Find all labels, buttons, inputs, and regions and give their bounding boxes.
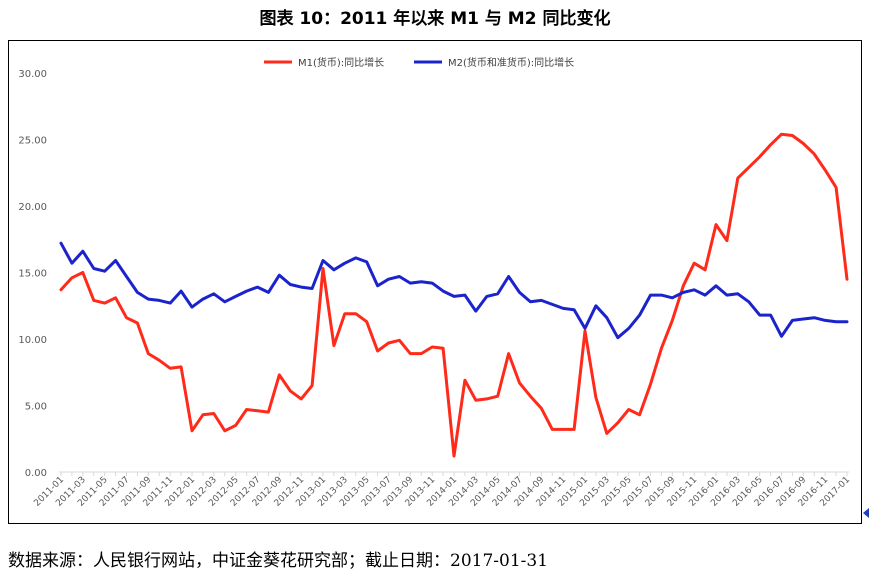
y-tick-label: 20.00 — [18, 202, 47, 213]
series-line-m2 — [59, 241, 849, 340]
source-note: 数据来源：人民银行网站，中证金葵花研究部；截止日期：2017-01-31 — [8, 551, 549, 571]
y-tick-label: 30.00 — [18, 69, 47, 80]
legend-label-m2: M2(货币和准货币):同比增长 — [448, 56, 574, 69]
chart-frame: M1(货币):同比增长 M2(货币和准货币):同比增长 0.00 5.00 10.00… — [8, 40, 862, 524]
legend-label-m1: M1(货币):同比增长 — [298, 56, 384, 69]
y-axis: 0.00 5.00 10.00 15.00 20.00 25.00 30.00 — [18, 69, 47, 479]
line-chart: M1(货币):同比增长 M2(货币和准货币):同比增长 0.00 5.00 10.00… — [18, 56, 852, 509]
y-tick-label: 10.00 — [18, 335, 47, 346]
x-axis: 2011-012011-032011-052011-072011-092011-… — [32, 471, 852, 509]
chart-legend: M1(货币):同比增长 M2(货币和准货币):同比增长 — [264, 56, 574, 69]
y-tick-label: 15.00 — [18, 269, 47, 280]
side-marker-icon — [863, 508, 869, 518]
y-tick-label: 0.00 — [25, 468, 47, 479]
plot-area — [59, 132, 849, 458]
figure-title: 图表 10：2011 年以来 M1 与 M2 同比变化 — [259, 9, 611, 29]
y-tick-label: 5.00 — [25, 402, 47, 413]
y-tick-label: 25.00 — [18, 136, 47, 147]
series-line-m1 — [59, 132, 849, 458]
